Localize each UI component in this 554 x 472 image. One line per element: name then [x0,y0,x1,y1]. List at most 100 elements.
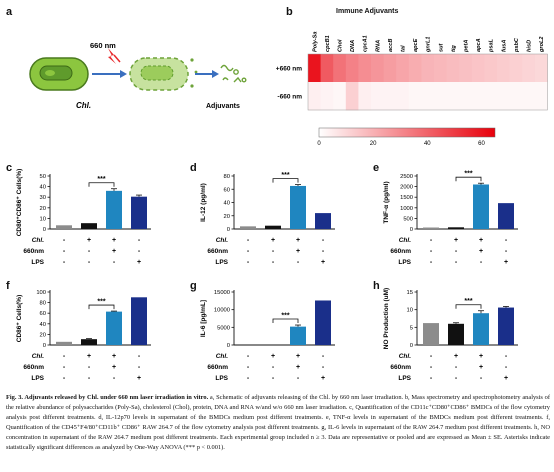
heatmap-cell [358,82,372,111]
treatment-sign: + [137,259,141,266]
panel-g-letter: g [190,280,197,292]
treatment-sign: - [247,259,250,266]
significance-stars: *** [97,299,105,306]
heatmap-column-label: cpcA1 [363,35,369,52]
heatmap-cell [396,54,410,83]
significance-stars: *** [464,171,472,178]
heatmap-cell [522,54,536,83]
treatment-sign: - [430,375,433,382]
heatmap-cell [497,82,510,111]
treatment-sign: - [113,375,116,382]
treatment-sign: - [480,259,483,266]
treatment-sign: + [112,248,116,255]
treatment-sign: - [272,259,275,266]
panel-a-letter: a [6,6,13,18]
y-tick-label: 0 [410,343,413,349]
treatment-sign: - [272,375,275,382]
treatment-sign: - [430,353,433,360]
treatment-sign: - [88,375,91,382]
y-tick-label: 20 [40,332,46,338]
treatment-sign: + [112,353,116,360]
heatmap-column-label: tig [451,45,457,52]
treatment-sign: - [113,259,116,266]
heatmap-cell [345,54,359,83]
y-tick-label: 15 [407,290,413,296]
bar [131,297,147,345]
bar [106,190,122,229]
panel-h-letter: h [373,280,380,292]
heatmap-cell [434,82,447,111]
treatment-sign: - [480,375,483,382]
heatmap-cell [446,82,460,111]
y-tick-label: 0 [410,227,413,233]
treatment-sign: - [247,353,250,360]
heatmap-column-label: petA [464,40,470,53]
adjuvants-label: Adjuvants [206,103,240,110]
significance-bracket [455,304,482,309]
heatmap-row-label: +660 nm [276,66,302,73]
y-tick-label: 10 [40,216,46,222]
treatment-sign: + [87,237,91,244]
bar [473,313,489,345]
treatment-sign: - [322,237,325,244]
treatment-sign: + [271,237,275,244]
bar [448,323,464,345]
bar [315,213,331,229]
significance-bracket [455,176,482,182]
significance-bracket [272,178,299,183]
y-tick-label: 5000 [217,325,230,331]
heatmap-cell [522,82,536,111]
treatment-row-label: LPS [31,259,44,266]
bar [315,300,331,345]
chart-c: 0 10 20 30 40 50 CD80⁺CD86⁺ Cells(%) *** Chl. - + +… [14,164,190,283]
heatmap-cell [421,82,435,111]
treatment-sign: - [430,259,433,266]
bar [56,341,72,345]
treatment-sign: - [455,259,458,266]
treatment-sign: - [455,375,458,382]
treatment-sign: + [296,248,300,255]
chart-e: 0 500 1000 1500 2000 2500 TNF-α (pg/ml) *** Chl.… [381,164,551,283]
heatmap-column-label: tal [401,45,407,52]
heatmap-column-label: fusA [501,40,507,52]
treatment-sign: - [272,248,275,255]
y-tick-label: 1000 [400,206,413,212]
y-tick-label: 50 [40,174,46,180]
panel-b-letter: b [286,6,293,18]
heatmap-cell [408,82,422,111]
treatment-sign: - [505,353,508,360]
treatment-row-label: LPS [398,259,411,266]
bar [290,185,306,229]
treatment-sign: + [479,248,483,255]
bar [498,203,514,229]
laser-label: 660 nm [90,41,116,50]
caption-lead: Fig. 3. Adjuvants released by Chl. under… [6,394,209,401]
heatmap-cell [333,82,347,111]
treatment-sign: - [247,237,250,244]
treatment-sign: - [455,364,458,371]
heatmap-column-label: gnrL1 [426,36,432,53]
treatment-sign: - [63,375,66,382]
heatmap-panel: Poly-Sa cpcB1 Chol DNA cpcA1 RNA accB tal apcE gn… [250,20,550,160]
treatment-row-label: LPS [31,375,44,382]
heatmap-cell [446,54,460,83]
significance-bracket [88,304,115,310]
y-tick-label: 15000 [214,290,230,296]
treatment-sign: - [138,364,141,371]
bar [81,223,97,229]
significance-stars: *** [281,172,289,179]
bar [265,225,281,229]
bar [106,311,122,345]
y-tick-label: 40 [40,322,46,328]
treatment-sign: - [63,237,66,244]
treatment-sign: - [455,248,458,255]
heatmap-column-label: sut [438,42,444,52]
irradiated-cell-icon [129,57,198,91]
treatment-sign: - [297,259,300,266]
y-tick-label: 60 [224,187,230,193]
treatment-sign: - [505,237,508,244]
treatment-sign: - [430,237,433,244]
heatmap-cell [308,54,321,83]
heatmap-cell [459,82,473,111]
treatment-row-label: Chl. [216,353,228,360]
